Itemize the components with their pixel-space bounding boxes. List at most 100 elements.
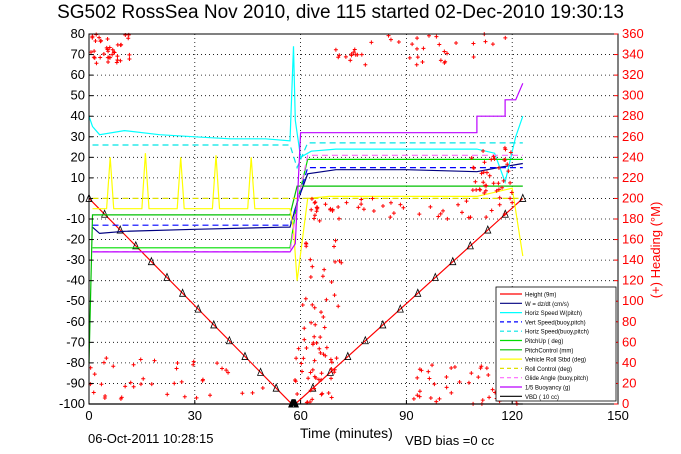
- heading-marker: [470, 188, 475, 193]
- heading-marker: [484, 366, 489, 371]
- heading-marker: [442, 49, 447, 54]
- chart-title: SG502 RossSea Nov 2010, dive 115 started…: [57, 2, 624, 23]
- left-tick-label: 50: [71, 88, 85, 103]
- heading-marker: [417, 389, 422, 394]
- heading-marker: [508, 150, 513, 155]
- heading-marker: [496, 181, 501, 186]
- heading-marker: [333, 259, 338, 264]
- vbd-marker: [396, 304, 404, 313]
- heading-marker: [481, 180, 486, 185]
- heading-marker: [89, 50, 94, 55]
- heading-marker: [343, 54, 348, 59]
- heading-marker: [500, 185, 505, 190]
- heading-marker: [333, 238, 338, 243]
- heading-marker: [508, 180, 513, 185]
- heading-marker: [324, 345, 329, 350]
- series-buoyancy: [92, 83, 524, 253]
- heading-marker: [319, 392, 324, 397]
- heading-marker: [332, 370, 337, 375]
- heading-marker: [334, 356, 339, 361]
- heading-marker: [175, 360, 180, 365]
- heading-marker: [388, 200, 393, 205]
- heading-marker: [304, 346, 309, 351]
- left-tick-label: -70: [66, 334, 85, 349]
- heading-marker: [215, 361, 220, 366]
- vbd-marker: [466, 240, 474, 250]
- heading-marker: [312, 334, 317, 339]
- heading-marker: [319, 310, 324, 315]
- heading-marker: [388, 37, 393, 42]
- heading-marker: [99, 382, 104, 387]
- heading-marker: [457, 379, 462, 384]
- heading-marker: [309, 320, 314, 325]
- heading-marker: [317, 218, 322, 223]
- left-tick-label: -10: [66, 211, 85, 226]
- heading-marker: [131, 362, 136, 367]
- vbd-marker: [484, 225, 492, 234]
- heading-marker: [302, 337, 307, 342]
- heading-marker: [480, 398, 485, 403]
- left-tick-label: -80: [66, 355, 85, 370]
- heading-marker: [304, 244, 309, 249]
- heading-marker: [294, 356, 299, 361]
- heading-marker: [466, 380, 471, 385]
- heading-marker: [92, 49, 97, 54]
- x-tick-label: 150: [607, 408, 629, 423]
- right-tick-label: 260: [622, 129, 644, 144]
- vbd-marker: [344, 351, 352, 360]
- heading-marker: [326, 391, 331, 395]
- left-tick-label: -40: [66, 273, 85, 288]
- heading-marker: [483, 188, 488, 193]
- heading-marker: [110, 52, 115, 57]
- heading-marker: [348, 58, 353, 63]
- heading-marker: [328, 206, 333, 211]
- vbd-marker: [194, 304, 202, 313]
- vbd-marker: [519, 193, 527, 202]
- legend-label-height: Height (9m): [525, 293, 556, 299]
- heading-marker: [479, 364, 484, 369]
- heading-marker: [490, 387, 495, 392]
- heading-marker: [401, 205, 406, 210]
- left-tick-label: 30: [71, 129, 85, 144]
- heading-marker: [240, 391, 245, 396]
- heading-marker: [349, 51, 354, 56]
- heading-marker: [328, 357, 333, 362]
- heading-marker: [503, 35, 508, 40]
- heading-marker: [127, 57, 132, 62]
- grid-lines: [89, 34, 618, 404]
- legend-label-vbd: VBD ( 10 cc): [525, 395, 559, 401]
- heading-marker: [469, 371, 474, 376]
- heading-marker: [104, 356, 109, 361]
- heading-marker: [483, 39, 488, 44]
- heading-marker: [359, 52, 364, 57]
- vbd-marker: [272, 383, 280, 392]
- x-tick-label: 30: [188, 408, 202, 423]
- right-tick-label: 300: [622, 88, 644, 103]
- vbd-marker: [147, 256, 156, 266]
- right-tick-label: 100: [622, 293, 644, 308]
- heading-marker: [471, 165, 476, 170]
- left-tick-label: 80: [71, 26, 85, 41]
- heading-marker: [329, 366, 334, 371]
- heading-marker: [312, 200, 317, 205]
- heading-marker: [127, 52, 132, 57]
- heading-marker: [118, 43, 123, 48]
- heading-marker: [93, 39, 98, 44]
- heading-marker: [407, 55, 412, 60]
- heading-marker: [110, 47, 115, 52]
- heading-marker: [353, 52, 358, 57]
- left-tick-label: 70: [71, 47, 85, 62]
- heading-marker: [492, 156, 497, 161]
- heading-marker: [312, 213, 317, 218]
- legend-label-vehicle_roll: Vehicle Roll Stbd (deg): [525, 358, 586, 364]
- heading-marker: [336, 204, 341, 209]
- heading-marker: [118, 58, 123, 63]
- heading-marker: [336, 304, 341, 309]
- right-tick-label: 220: [622, 170, 644, 185]
- right-axis-ticks: 3603403203002802602402202001801601401201…: [614, 26, 644, 411]
- heading-marker: [478, 366, 483, 371]
- heading-marker: [308, 257, 313, 262]
- heading-marker: [437, 42, 442, 47]
- vbd-marker: [256, 367, 265, 376]
- heading-marker: [315, 205, 320, 210]
